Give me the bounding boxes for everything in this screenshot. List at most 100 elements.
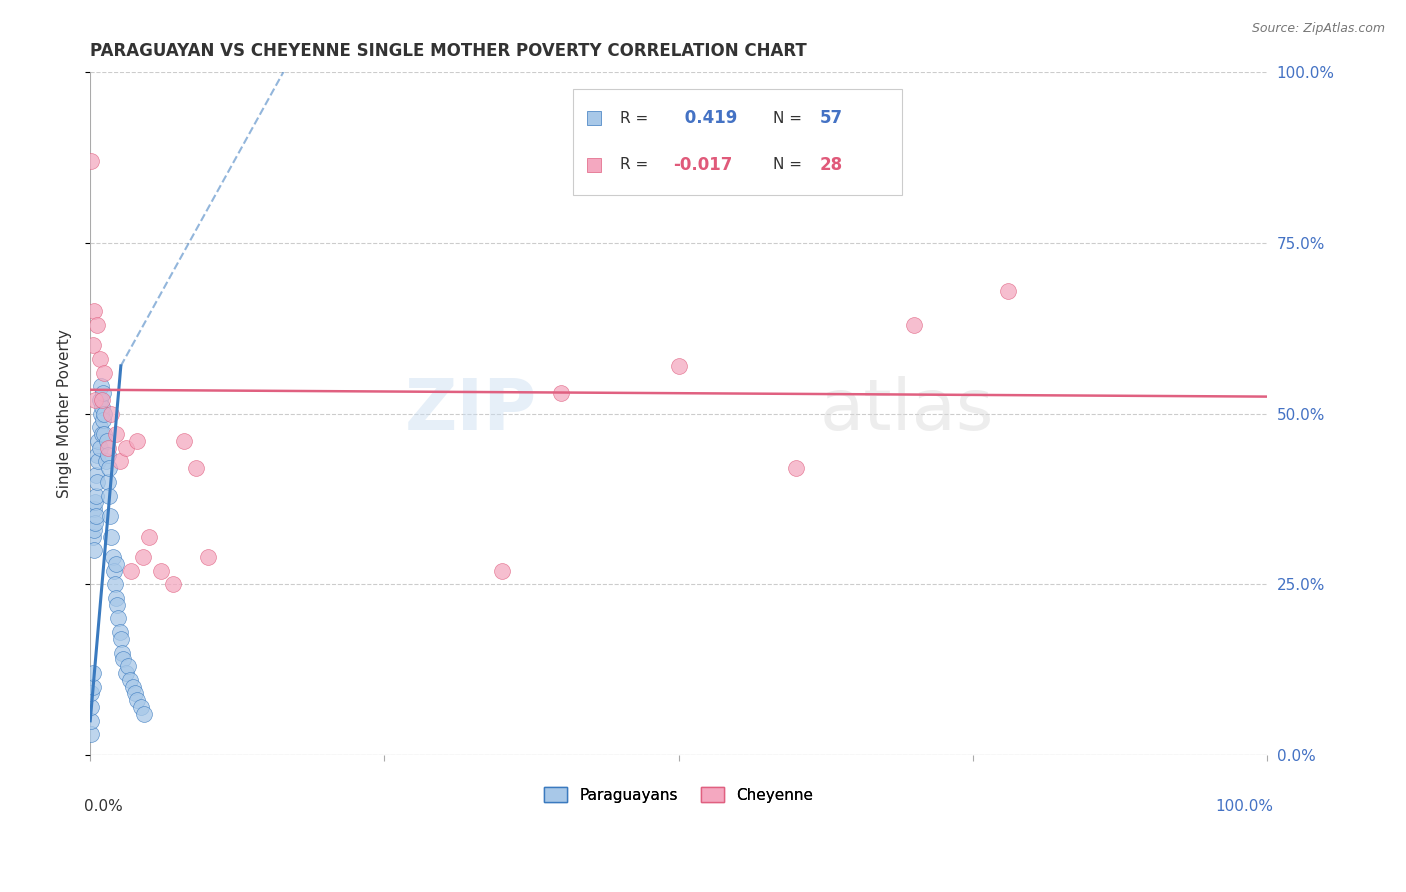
Text: atlas: atlas xyxy=(820,376,994,445)
Point xyxy=(80,686,103,700)
Point xyxy=(83,304,105,318)
Point xyxy=(124,686,146,700)
FancyBboxPatch shape xyxy=(572,89,903,195)
Point xyxy=(785,461,807,475)
Point xyxy=(112,652,135,666)
Text: ZIP: ZIP xyxy=(405,376,537,445)
Point xyxy=(107,611,129,625)
Point xyxy=(114,441,136,455)
Point xyxy=(127,693,149,707)
Y-axis label: Single Mother Poverty: Single Mother Poverty xyxy=(58,329,72,498)
Point xyxy=(91,413,114,427)
Point xyxy=(105,427,128,442)
Text: 57: 57 xyxy=(820,109,844,128)
Text: 100.0%: 100.0% xyxy=(1215,799,1272,814)
Point xyxy=(138,529,160,543)
Point xyxy=(162,577,184,591)
Text: PARAGUAYAN VS CHEYENNE SINGLE MOTHER POVERTY CORRELATION CHART: PARAGUAYAN VS CHEYENNE SINGLE MOTHER POV… xyxy=(90,42,807,60)
Point xyxy=(97,441,120,455)
Point xyxy=(997,284,1019,298)
Point xyxy=(903,318,925,332)
Point xyxy=(104,577,127,591)
Point xyxy=(84,495,107,509)
Point xyxy=(93,427,115,442)
Point xyxy=(132,549,155,564)
Point xyxy=(98,489,121,503)
Point xyxy=(83,523,105,537)
Point xyxy=(84,516,107,530)
Point xyxy=(82,666,104,681)
Point xyxy=(84,489,107,503)
Point xyxy=(550,386,572,401)
Point xyxy=(117,659,139,673)
Point xyxy=(86,475,108,489)
Text: -0.017: -0.017 xyxy=(672,155,733,174)
Point xyxy=(84,392,107,407)
Point xyxy=(82,338,104,352)
Point xyxy=(83,502,105,516)
Text: N =: N = xyxy=(773,111,801,126)
Point xyxy=(491,564,513,578)
Point xyxy=(134,706,156,721)
Point xyxy=(173,434,195,448)
Point xyxy=(89,392,111,407)
Point xyxy=(149,564,172,578)
Point xyxy=(91,400,114,414)
Point xyxy=(86,448,108,462)
Point xyxy=(82,529,104,543)
Point xyxy=(91,392,114,407)
Point xyxy=(105,598,128,612)
Point xyxy=(108,625,131,640)
Point xyxy=(80,727,103,741)
Point xyxy=(197,549,219,564)
Point xyxy=(98,461,121,475)
Text: 0.0%: 0.0% xyxy=(84,799,124,814)
Point xyxy=(83,543,105,558)
Point xyxy=(86,318,108,332)
Point xyxy=(89,352,111,367)
Point xyxy=(93,407,115,421)
Point xyxy=(80,700,103,714)
Point xyxy=(93,366,115,380)
Point xyxy=(91,427,114,442)
Point xyxy=(89,420,111,434)
Point xyxy=(80,154,103,169)
Point xyxy=(84,509,107,524)
Point xyxy=(127,434,149,448)
Point xyxy=(110,632,132,646)
Point xyxy=(105,591,128,605)
Point xyxy=(114,666,136,681)
Legend: Paraguayans, Cheyenne: Paraguayans, Cheyenne xyxy=(538,780,820,809)
Text: R =: R = xyxy=(620,157,648,172)
Point xyxy=(105,557,128,571)
Point xyxy=(186,461,208,475)
Text: Source: ZipAtlas.com: Source: ZipAtlas.com xyxy=(1251,22,1385,36)
Text: N =: N = xyxy=(773,157,801,172)
Point xyxy=(97,475,120,489)
Point xyxy=(100,407,122,421)
Point xyxy=(108,454,131,468)
Point xyxy=(103,564,125,578)
Point xyxy=(87,434,110,448)
Point xyxy=(96,434,118,448)
Point xyxy=(129,700,152,714)
Point xyxy=(120,673,142,687)
Point xyxy=(100,529,122,543)
Point xyxy=(84,468,107,483)
Point xyxy=(90,407,112,421)
Point xyxy=(87,454,110,468)
Text: R =: R = xyxy=(620,111,648,126)
Point xyxy=(668,359,690,373)
Point xyxy=(120,564,142,578)
Text: 28: 28 xyxy=(820,155,844,174)
Point xyxy=(121,680,143,694)
Point xyxy=(97,448,120,462)
Point xyxy=(89,441,111,455)
Point xyxy=(111,646,134,660)
Point xyxy=(98,509,121,524)
Point xyxy=(80,714,103,728)
Text: 0.419: 0.419 xyxy=(679,109,737,128)
Point xyxy=(101,549,124,564)
Point xyxy=(94,454,117,468)
Point xyxy=(90,379,112,393)
